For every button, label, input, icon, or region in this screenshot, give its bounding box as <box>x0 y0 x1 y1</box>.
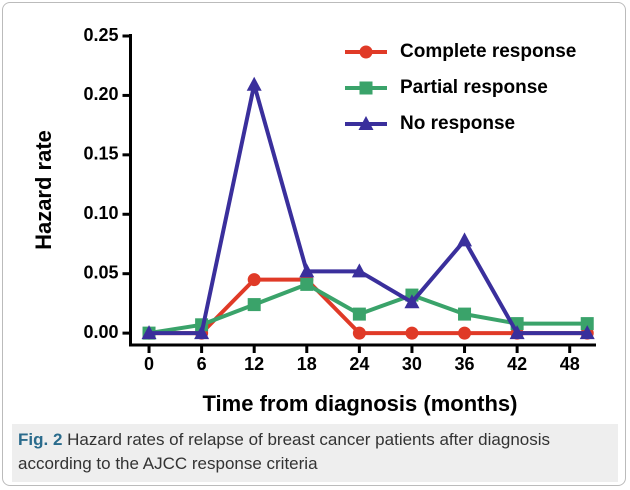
x-axis-label: Time from diagnosis (months) <box>203 391 518 416</box>
caption-label: Fig. 2 <box>18 430 63 449</box>
x-tick-label: 12 <box>244 354 264 374</box>
legend-label: Partial response <box>400 77 548 98</box>
x-tick-label: 24 <box>349 354 369 374</box>
marker <box>351 263 367 278</box>
marker <box>247 298 261 312</box>
x-tick-label: 0 <box>144 354 154 374</box>
marker <box>405 326 419 340</box>
marker <box>247 273 261 287</box>
y-tick-label: 0.20 <box>83 84 118 104</box>
y-tick-label: 0.25 <box>83 25 118 45</box>
marker <box>246 76 262 91</box>
chart: Time from diagnosis (months) Hazard rate… <box>31 25 596 416</box>
y-tick-label: 0.15 <box>83 144 118 164</box>
marker <box>194 325 210 340</box>
marker <box>457 232 473 247</box>
marker <box>458 307 472 321</box>
x-tick-label: 30 <box>402 354 422 374</box>
y-tick-label: 0.00 <box>83 322 118 342</box>
y-tick-label: 0.05 <box>83 262 118 282</box>
legend-label: No response <box>400 113 515 134</box>
x-tick-label: 36 <box>455 354 475 374</box>
marker <box>300 277 314 291</box>
marker <box>359 45 373 59</box>
marker <box>141 325 157 340</box>
marker <box>358 116 374 130</box>
marker <box>509 325 525 340</box>
marker <box>359 81 373 95</box>
caption-text: Hazard rates of relapse of breast cancer… <box>18 430 551 473</box>
caption: Fig. 2 Hazard rates of relapse of breast… <box>12 424 618 482</box>
legend-label: Complete response <box>400 41 576 62</box>
y-axis-label: Hazard rate <box>31 130 56 250</box>
marker <box>299 263 315 278</box>
marker <box>352 307 366 321</box>
y-tick-label: 0.10 <box>83 203 118 223</box>
marker <box>458 326 472 340</box>
marker <box>404 294 420 309</box>
x-tick-label: 6 <box>197 354 207 374</box>
x-tick-label: 18 <box>297 354 317 374</box>
frame <box>2 2 626 486</box>
marker <box>352 326 366 340</box>
x-tick-label: 42 <box>507 354 527 374</box>
x-tick-label: 48 <box>560 354 580 374</box>
marker <box>579 325 595 340</box>
marker <box>580 317 594 331</box>
